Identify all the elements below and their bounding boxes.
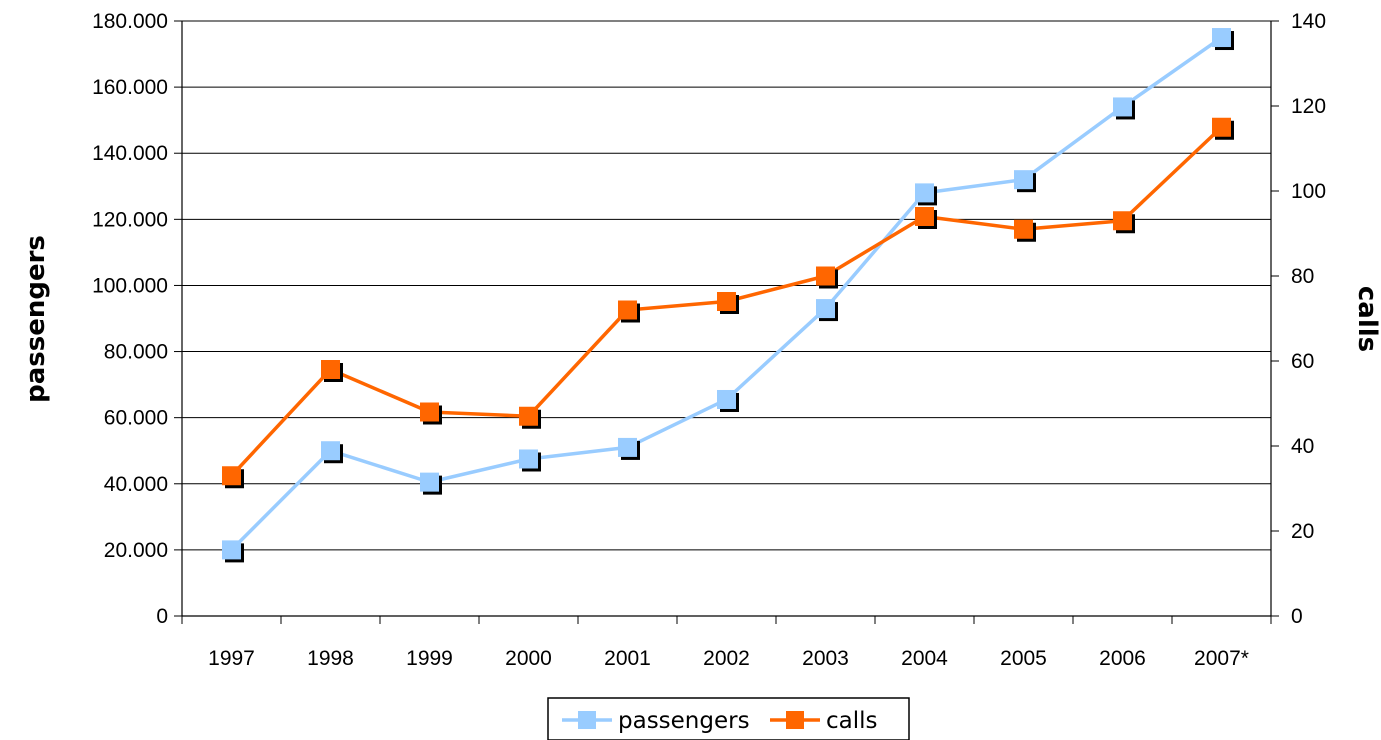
data-point (321, 360, 340, 379)
data-point (816, 299, 835, 319)
left-tick-label: 100.000 (92, 274, 168, 297)
series-calls (222, 117, 1234, 489)
data-point (222, 466, 241, 486)
x-tick-label: 2003 (802, 647, 849, 670)
right-axis-tick-labels: 0 20 40 60 80 100 120 140 (1291, 10, 1326, 628)
data-point (717, 389, 736, 409)
left-tick-label: 40.000 (104, 473, 168, 496)
legend: passengers calls (547, 697, 910, 740)
left-tick-label: 160.000 (92, 76, 168, 99)
x-tick-label: 1997 (208, 647, 255, 670)
data-point (519, 406, 538, 426)
left-tick-label: 180.000 (92, 10, 168, 33)
x-tick-label: 2004 (901, 647, 948, 670)
data-point (915, 183, 934, 203)
x-tick-label: 2000 (505, 647, 552, 670)
series-layer (222, 28, 1234, 563)
left-tick-label: 20.000 (104, 539, 168, 562)
left-tick-label: 60.000 (104, 407, 168, 430)
left-tick-label: 80.000 (104, 341, 168, 364)
data-point (1113, 97, 1132, 117)
right-tick-label: 0 (1291, 605, 1303, 628)
series-passengers (222, 28, 1234, 563)
x-tick-label: 2001 (604, 647, 651, 670)
data-point (1212, 28, 1231, 48)
data-point (915, 207, 934, 226)
legend-label: passengers (618, 708, 750, 734)
data-point (1014, 219, 1033, 239)
legend-marker (578, 711, 596, 729)
legend-item-passengers: passengers (562, 708, 750, 734)
x-tick-label: 2007* (1194, 647, 1249, 670)
right-tick-label: 40 (1291, 435, 1314, 458)
axes (174, 20, 1279, 624)
data-point (816, 266, 835, 286)
legend-item-calls: calls (770, 708, 878, 734)
data-point (222, 540, 241, 560)
left-tick-label: 0 (156, 605, 168, 628)
x-tick-label: 1999 (406, 647, 453, 670)
data-point (420, 402, 439, 422)
gridlines (182, 20, 1271, 551)
legend-label: calls (826, 708, 878, 734)
data-point (420, 472, 439, 492)
right-tick-label: 20 (1291, 520, 1314, 543)
legend-marker (786, 711, 804, 729)
data-point (618, 437, 637, 457)
x-tick-label: 1998 (307, 647, 354, 670)
data-point (519, 449, 538, 469)
left-tick-label: 140.000 (92, 142, 168, 165)
data-point (321, 441, 340, 461)
right-tick-label: 60 (1291, 350, 1314, 373)
right-tick-label: 140 (1291, 10, 1326, 33)
right-tick-label: 80 (1291, 265, 1314, 288)
left-tick-label: 120.000 (92, 208, 168, 231)
data-point (618, 300, 637, 320)
data-point (1212, 117, 1231, 137)
right-tick-label: 120 (1291, 95, 1326, 118)
left-axis-tick-labels: 0 20.000 40.000 60.000 80.000 100.000 120.000 1… (92, 10, 168, 628)
right-axis-title: calls (1352, 286, 1381, 352)
x-tick-label: 2002 (703, 647, 750, 670)
data-point (1014, 170, 1033, 190)
data-point (1113, 211, 1132, 231)
right-tick-label: 100 (1291, 180, 1326, 203)
x-tick-label: 2005 (1000, 647, 1047, 670)
x-tick-label: 2006 (1099, 647, 1146, 670)
left-axis-title: passengers (21, 235, 51, 403)
x-axis-tick-labels: 1997 1998 1999 2000 2001 2002 2003 2004 2005 2006… (208, 647, 1249, 670)
data-point (717, 292, 736, 311)
